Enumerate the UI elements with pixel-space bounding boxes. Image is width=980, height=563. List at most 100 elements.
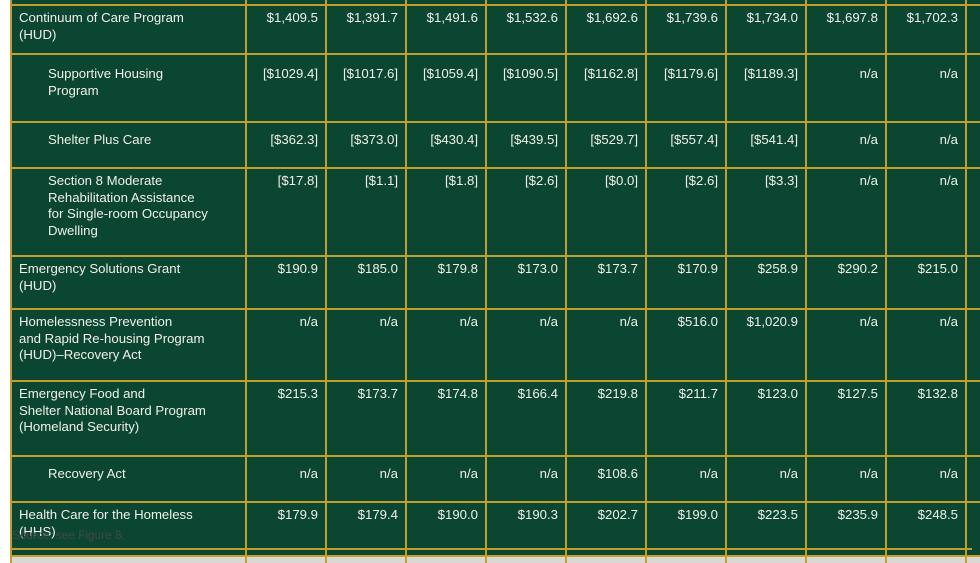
value-cell: $1,491.6: [405, 4, 487, 55]
cropped-column-cell: [965, 380, 980, 457]
value-cell: n/a: [485, 308, 567, 382]
cropped-header-cell: [405, 0, 487, 6]
value-cell: [$3.3]: [725, 167, 807, 257]
value-cell: n/a: [245, 455, 327, 503]
value-cell: $174.8: [405, 380, 487, 457]
table-row: Recovery Act n/a n/a n/a n/a $108.6 n/a n/a n/a n…: [10, 455, 980, 503]
value-cell: $190.3: [485, 501, 567, 557]
value-cell: [$1.1]: [325, 167, 407, 257]
row-label: Recovery Act: [10, 455, 247, 503]
value-cell: $258.9: [725, 255, 807, 310]
value-cell: n/a: [805, 121, 887, 169]
value-cell: $190.9: [245, 255, 327, 310]
table-row: Continuum of Care Program (HUD) $1,409.5 $…: [10, 4, 980, 55]
value-cell: $166.4: [485, 380, 567, 457]
cropped-header-cell: [325, 0, 407, 6]
source-note: Source: see Figure 8.: [12, 528, 125, 542]
row-label: Health Care for the Homeless (HHS): [10, 501, 247, 557]
value-cell: $235.9: [805, 501, 887, 557]
value-cell: n/a: [725, 455, 807, 503]
value-cell: n/a: [325, 308, 407, 382]
value-cell: $1,020.9: [725, 308, 807, 382]
row-label: Homelessness Prevention and Rapid Re-hou…: [10, 308, 247, 382]
value-cell: [$1179.6]: [645, 53, 727, 123]
value-cell: [$541.4]: [725, 121, 807, 169]
row-label: Total: [10, 555, 247, 563]
row-label: Shelter Plus Care: [10, 121, 247, 169]
row-label: Supportive Housing Program: [10, 53, 247, 123]
value-cell: $1,697.8: [805, 4, 887, 55]
table-row: Section 8 Moderate Rehabilitation Assist…: [10, 167, 980, 257]
value-cell: [$1017.6]: [325, 53, 407, 123]
value-cell: [$1.8]: [405, 167, 487, 257]
value-cell: n/a: [885, 455, 967, 503]
value-cell: $4,922.2: [725, 555, 807, 563]
value-cell: $3,574.8: [565, 555, 647, 563]
value-cell: $2,635.4: [245, 555, 327, 563]
value-cell: [$373.0]: [325, 121, 407, 169]
value-cell: [$439.5]: [485, 121, 567, 169]
row-label: Continuum of Care Program (HUD): [10, 4, 247, 55]
value-cell: $123.0: [725, 380, 807, 457]
value-cell: n/a: [885, 308, 967, 382]
value-cell: $185.0: [325, 255, 407, 310]
cropped-header-row: [10, 0, 980, 6]
cropped-column-cell: [965, 455, 980, 503]
value-cell: $170.9: [645, 255, 727, 310]
cropped-header-cell: [965, 0, 980, 6]
value-cell: [$2.6]: [485, 167, 567, 257]
value-cell: n/a: [805, 167, 887, 257]
value-cell: [$557.4]: [645, 121, 727, 169]
cropped-column-cell: [965, 308, 980, 382]
value-cell: $173.7: [565, 255, 647, 310]
value-cell: $2,758.5: [485, 555, 567, 563]
value-cell: $179.9: [245, 501, 327, 557]
value-cell: n/a: [405, 308, 487, 382]
value-cell: $2,555.5: [325, 555, 407, 563]
cropped-column-cell: [965, 167, 980, 257]
cropped-column-cell: [965, 4, 980, 55]
row-label: Emergency Food and Shelter National Boar…: [10, 380, 247, 457]
table-row: Emergency Solutions Grant (HUD) $190.9 $18…: [10, 255, 980, 310]
table-body: Continuum of Care Program (HUD) $1,409.5 $…: [10, 0, 980, 563]
value-cell: n/a: [885, 121, 967, 169]
value-cell: n/a: [805, 455, 887, 503]
value-cell: $4,025.5: [805, 555, 887, 563]
total-row: Total$2,635.4$2,555.5$2,642.6$2,758.5$3,…: [10, 555, 980, 563]
value-cell: $173.0: [485, 255, 567, 310]
value-cell: [$1029.4]: [245, 53, 327, 123]
value-cell: $179.4: [325, 501, 407, 557]
value-cell: n/a: [885, 53, 967, 123]
value-cell: n/a: [485, 455, 567, 503]
cropped-header-cell: [565, 0, 647, 6]
value-cell: $1,734.0: [725, 4, 807, 55]
table-row: Health Care for the Homeless (HHS) $179.9…: [10, 501, 980, 557]
value-cell: [$2.6]: [645, 167, 727, 257]
cropped-header-cell: [885, 0, 967, 6]
value-cell: $127.5: [805, 380, 887, 457]
value-cell: n/a: [805, 53, 887, 123]
row-label: Emergency Solutions Grant (HUD): [10, 255, 247, 310]
value-cell: $4,200.9: [645, 555, 727, 563]
value-cell: $1,702.3: [885, 4, 967, 55]
value-cell: $290.2: [805, 255, 887, 310]
value-cell: $1,739.6: [645, 4, 727, 55]
value-cell: [$1162.8]: [565, 53, 647, 123]
value-cell: [$430.4]: [405, 121, 487, 169]
value-cell: $108.6: [565, 455, 647, 503]
cropped-column-cell: [965, 555, 980, 563]
value-cell: n/a: [805, 308, 887, 382]
row-label: Section 8 Moderate Rehabilitation Assist…: [10, 167, 247, 257]
value-cell: $1,409.5: [245, 4, 327, 55]
value-cell: n/a: [645, 455, 727, 503]
cropped-column-cell: [965, 121, 980, 169]
value-cell: [$362.3]: [245, 121, 327, 169]
divider-rule: [10, 548, 972, 550]
table-row: Homelessness Prevention and Rapid Re-hou…: [10, 308, 980, 382]
value-cell: $248.5: [885, 501, 967, 557]
value-cell: $190.0: [405, 501, 487, 557]
value-cell: $179.8: [405, 255, 487, 310]
value-cell: $132.8: [885, 380, 967, 457]
value-cell: [$1059.4]: [405, 53, 487, 123]
